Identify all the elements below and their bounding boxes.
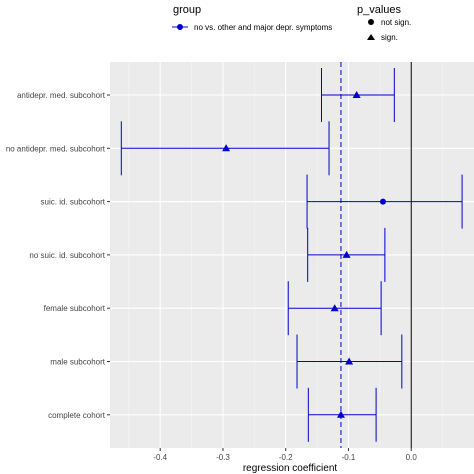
estimate-triangle-point [336,410,345,418]
x-axis: -0.4 -0.3 -0.2 -0.1 0.0 [153,448,417,462]
estimate-triangle-point [352,91,361,98]
x-tick-label: -0.2 [279,453,293,462]
estimate-circle-point [380,198,386,205]
y-tick-label: suic. id. subcohort [41,198,106,207]
estimate-triangle-point [345,357,354,365]
legend-group-item: no vs. other and major depr. symptoms [194,23,332,32]
y-tick-label: male subcohort [50,358,105,367]
y-axis: antidepr. med. subcohort no antidepr. med… [6,91,110,420]
legend: group no vs. other and major depr. sympt… [172,4,411,42]
x-tick-label: 0.0 [406,453,418,462]
legend-not-sign-circle-icon [368,19,374,25]
y-tick-label: antidepr. med. subcohort [17,91,106,100]
legend-group-key-point [177,24,183,30]
legend-sign-label: sign. [381,33,398,42]
legend-not-sign-label: not sign. [381,18,411,27]
x-tick-label: -0.1 [342,453,356,462]
legend-group-title: group [173,4,201,16]
estimate-triangle-point [330,304,339,312]
y-tick-label: no antidepr. med. subcohort [6,144,106,153]
x-axis-title: regression coefficient [243,463,338,474]
x-tick-label: -0.4 [153,453,167,462]
y-tick-label: complete cohort [48,411,106,420]
legend-sign-triangle-icon [367,34,375,40]
legend-pvalue-title: p_values [357,4,402,16]
data-marks [120,68,463,442]
estimate-triangle-point [342,250,351,258]
y-tick-label: no suic. id. subcohort [29,251,105,260]
x-tick-label: -0.3 [216,453,230,462]
estimate-triangle-point [222,144,231,152]
y-tick-label: female subcohort [44,304,106,313]
